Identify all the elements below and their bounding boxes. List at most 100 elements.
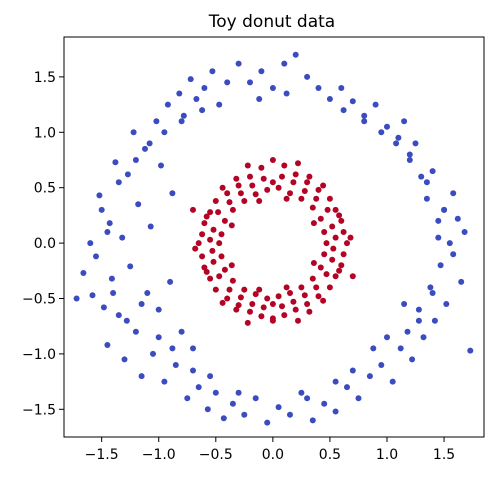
y-axis: −1.5 −1.0 −0.5 0.0 0.5 1.0 1.5 [22,70,64,418]
data-point-series-0 [169,345,176,352]
data-point-series-1 [190,206,196,213]
data-point-series-1 [269,301,276,307]
data-point-series-1 [244,319,251,326]
data-point-series-0 [96,192,103,199]
data-point-series-1 [237,294,244,301]
data-point-series-1 [332,206,339,213]
data-point-series-0 [418,173,425,180]
data-point-series-0 [132,328,139,335]
data-point-series-1 [228,222,235,229]
data-point-series-1 [310,260,317,266]
data-point-series-0 [161,378,168,385]
data-point-series-0 [401,301,408,307]
data-point-series-0 [412,140,419,147]
data-point-series-0 [176,90,183,97]
data-point-series-0 [256,96,263,102]
data-point-series-0 [155,334,162,341]
data-point-series-0 [172,362,179,368]
x-tick-label: −1.5 [85,447,119,463]
data-point-series-0 [435,217,442,224]
data-point-series-1 [216,240,223,247]
data-point-series-1 [287,290,293,296]
data-point-series-1 [210,226,217,233]
data-point-series-0 [161,129,168,136]
data-point-series-0 [340,107,347,114]
data-point-series-0 [115,179,122,186]
chart-title: Toy donut data [208,12,335,32]
data-point-series-1 [324,206,331,213]
data-point-series-0 [178,118,185,125]
data-point-series-0 [164,101,171,108]
data-point-series-1 [219,299,226,306]
data-point-series-0 [393,140,400,147]
data-point-series-1 [279,173,285,180]
y-tick-label: 1.0 [34,125,56,141]
data-point-series-0 [229,400,236,407]
data-point-series-1 [233,175,240,182]
data-point-series-1 [332,273,339,280]
data-point-series-1 [218,253,225,260]
data-point-series-1 [281,312,288,319]
data-point-series-0 [366,373,373,380]
data-point-series-0 [87,240,94,247]
data-point-series-0 [132,157,139,163]
data-point-series-1 [315,293,322,300]
data-point-series-0 [130,129,137,136]
data-point-series-0 [384,334,390,341]
data-point-series-0 [355,395,362,402]
data-point-series-1 [203,213,210,220]
data-point-series-1 [229,277,236,284]
data-point-series-0 [415,317,422,324]
data-point-series-0 [406,151,413,158]
data-point-series-1 [256,198,263,204]
data-point-series-1 [320,297,327,304]
data-point-series-0 [224,79,231,86]
data-point-series-1 [315,186,322,193]
data-point-series-1 [264,186,271,193]
data-point-series-1 [295,160,301,167]
data-point-series-1 [290,298,297,305]
data-point-series-1 [207,236,214,243]
data-point-series-1 [237,190,244,197]
data-point-series-0 [135,201,142,208]
data-point-series-0 [108,275,115,282]
data-point-series-1 [203,268,210,275]
data-point-series-1 [301,188,308,194]
y-tick-label: 1.5 [34,70,56,86]
x-tick-label: −1.0 [142,447,176,463]
data-point-series-0 [437,262,444,269]
data-point-series-1 [306,308,313,315]
data-point-series-1 [221,266,228,273]
data-point-series-0 [450,251,457,258]
data-point-series-1 [195,240,202,247]
data-point-series-0 [378,362,385,368]
data-point-series-0 [123,317,130,324]
data-point-series-1 [349,273,356,280]
data-point-series-1 [207,275,214,282]
data-point-series-0 [443,301,450,307]
data-point-series-1 [241,286,248,293]
data-point-series-1 [260,304,267,311]
data-point-series-1 [201,220,208,227]
data-point-series-0 [372,101,379,108]
data-point-series-1 [269,317,276,324]
data-point-series-0 [150,350,156,357]
data-point-series-0 [401,118,408,125]
data-point-series-0 [155,306,162,313]
data-point-series-0 [404,328,411,335]
data-point-series-0 [458,278,465,285]
data-point-series-1 [304,179,311,186]
data-point-series-0 [389,378,396,385]
data-point-series-0 [209,68,216,75]
data-point-series-0 [361,112,368,119]
data-point-series-1 [209,247,216,254]
data-point-series-1 [212,198,219,204]
data-point-series-1 [317,215,324,222]
data-point-series-1 [201,264,208,271]
data-point-series-1 [218,231,225,238]
data-point-series-1 [226,286,233,293]
data-point-series-1 [329,256,336,263]
data-point-series-0 [450,190,457,197]
data-point-series-0 [409,356,416,363]
data-point-series-0 [195,384,202,391]
